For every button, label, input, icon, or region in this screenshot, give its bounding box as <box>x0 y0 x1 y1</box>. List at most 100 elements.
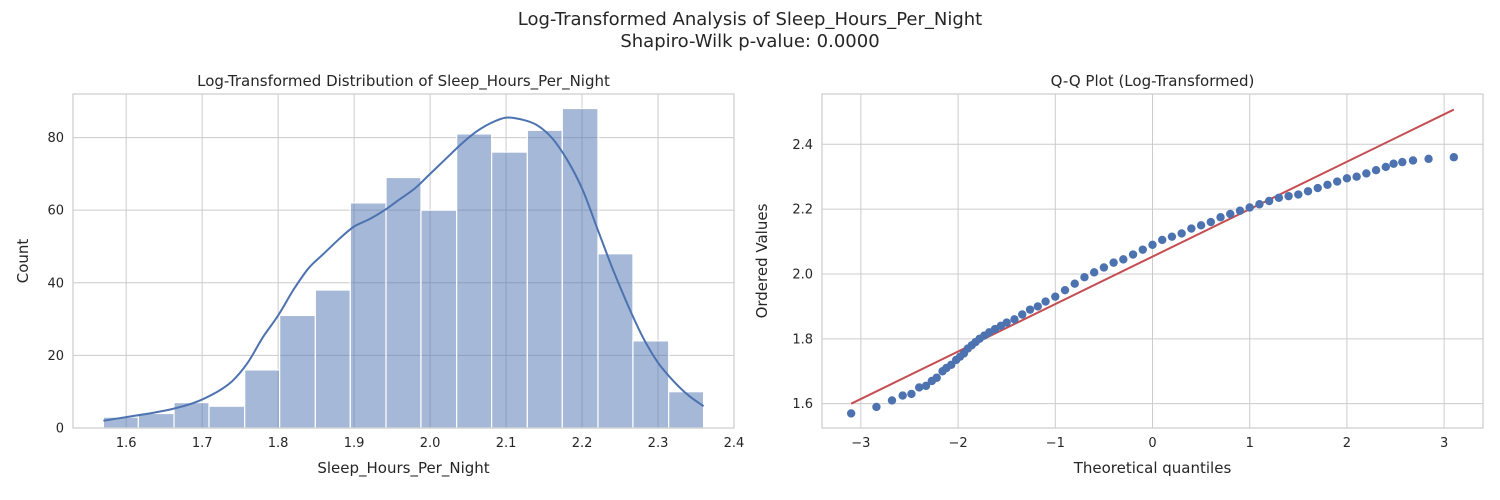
qq-point <box>1080 273 1089 282</box>
qq-x-tick-label: −1 <box>1046 436 1065 451</box>
histogram-x-tick-label: 2.3 <box>648 436 669 451</box>
histogram-bars <box>102 107 705 429</box>
histogram-y-tick-labels: 0 20 40 60 80 <box>47 131 64 436</box>
qq-x-tick-label: 1 <box>1246 436 1254 451</box>
histogram-x-axis-label: Sleep_Hours_Per_Night <box>317 459 489 478</box>
qq-point <box>1216 213 1225 222</box>
qq-point <box>1294 190 1303 199</box>
qq-y-tick-label: 1.8 <box>792 332 813 347</box>
qq-title: Q-Q Plot (Log-Transformed) <box>1051 72 1255 90</box>
qq-point <box>1332 177 1342 186</box>
qq-gridlines <box>822 94 1483 428</box>
qq-points <box>846 153 1459 418</box>
qq-point <box>1109 258 1118 267</box>
qq-y-tick-label: 2.2 <box>792 203 813 218</box>
histogram-bar <box>632 340 670 429</box>
histogram-y-tick-label: 40 <box>47 276 64 291</box>
figure-suptitle-line2: Shapiro-Wilk p-value: 0.0000 <box>620 31 880 52</box>
histogram-x-tick-label: 2.2 <box>572 436 593 451</box>
qq-point <box>1119 255 1128 264</box>
qq-x-tick-labels: −3 −2 −1 0 1 2 3 <box>851 436 1448 451</box>
histogram-title: Log-Transformed Distribution of Sleep_Ho… <box>197 72 610 91</box>
histogram-y-tick-label: 60 <box>47 204 64 219</box>
qq-point <box>1255 200 1264 209</box>
histogram-bar <box>244 369 281 429</box>
histogram-x-tick-label: 1.9 <box>344 436 365 451</box>
qq-point <box>1177 229 1186 238</box>
qq-point <box>1449 153 1459 162</box>
histogram-bar <box>137 412 175 429</box>
histogram-bar <box>456 133 493 429</box>
qq-point <box>1033 302 1042 311</box>
histogram-bar <box>597 253 634 429</box>
qq-point <box>1245 203 1254 212</box>
qq-x-tick-label: −2 <box>949 436 968 451</box>
qq-point <box>1060 285 1070 295</box>
qq-point <box>1018 310 1027 319</box>
histogram-axes-frame <box>72 93 735 429</box>
qq-point <box>887 396 897 405</box>
qq-point <box>1371 166 1381 175</box>
qq-point <box>921 381 931 391</box>
histogram-kde-curve <box>103 116 705 422</box>
qq-point <box>1381 162 1390 172</box>
qq-y-tick-label: 2.4 <box>792 138 813 153</box>
qq-point <box>1226 209 1235 219</box>
qq-point <box>1362 169 1371 178</box>
qq-point <box>872 402 881 412</box>
qq-point <box>907 389 916 399</box>
qq-point <box>1274 193 1284 202</box>
histogram-bar <box>349 202 387 429</box>
histogram-bar <box>385 176 422 429</box>
qq-point <box>1099 263 1109 272</box>
qq-point <box>1128 250 1138 259</box>
histogram-bar <box>208 405 246 429</box>
qq-x-tick-label: 3 <box>1440 436 1448 451</box>
qq-point <box>1025 305 1035 314</box>
histogram-x-tick-label: 1.7 <box>192 436 213 451</box>
histogram-bar <box>279 314 316 429</box>
qq-point <box>1206 217 1216 227</box>
qq-point <box>1070 279 1079 288</box>
qq-point <box>1303 187 1313 196</box>
histogram-y-tick-label: 20 <box>47 349 64 364</box>
qq-y-tick-label: 1.6 <box>792 397 813 412</box>
qq-point <box>1313 183 1322 193</box>
qq-point <box>1235 206 1245 215</box>
histogram-bar <box>668 391 705 429</box>
qq-y-tick-labels: 1.6 1.8 2.0 2.2 2.4 <box>792 138 813 412</box>
qq-point <box>1187 224 1196 233</box>
qq-y-tick-label: 2.0 <box>792 267 813 282</box>
histogram-x-tick-labels: 1.6 1.7 1.8 1.9 2.0 2.1 2.2 2.3 2.4 <box>116 436 745 451</box>
qq-x-tick-label: 0 <box>1148 436 1156 451</box>
qq-point <box>1051 292 1060 301</box>
qq-point <box>1002 318 1011 327</box>
qq-point <box>846 409 856 418</box>
histogram-x-tick-label: 2.4 <box>724 436 745 451</box>
figure-suptitle-line1: Log-Transformed Analysis of Sleep_Hours_… <box>517 9 983 30</box>
qq-point <box>1010 315 1019 324</box>
qq-point <box>1167 232 1177 241</box>
qq-point <box>1323 180 1332 189</box>
qq-point <box>1398 157 1407 167</box>
qq-point <box>1284 191 1293 201</box>
histogram-bar <box>526 129 563 429</box>
qq-point <box>1158 235 1167 245</box>
histogram-bar <box>491 151 528 429</box>
histogram-x-tick-label: 2.0 <box>420 436 441 451</box>
qq-reference-line <box>850 108 1455 405</box>
qq-y-axis-label: Ordered Values <box>753 203 771 318</box>
qq-point <box>1424 154 1433 164</box>
histogram-x-tick-label: 1.6 <box>116 436 137 451</box>
qq-axes-frame <box>821 93 1484 429</box>
qq-point <box>915 383 924 392</box>
qq-point <box>898 391 907 400</box>
histogram-bar <box>561 107 599 429</box>
qq-point <box>1196 221 1206 230</box>
histogram-x-tick-label: 1.8 <box>268 436 289 451</box>
qq-point <box>1352 172 1361 181</box>
qq-point <box>1342 174 1352 183</box>
histogram-bar <box>314 289 351 429</box>
qq-point <box>1264 196 1274 206</box>
qq-x-axis-label: Theoretical quantiles <box>1073 459 1232 477</box>
